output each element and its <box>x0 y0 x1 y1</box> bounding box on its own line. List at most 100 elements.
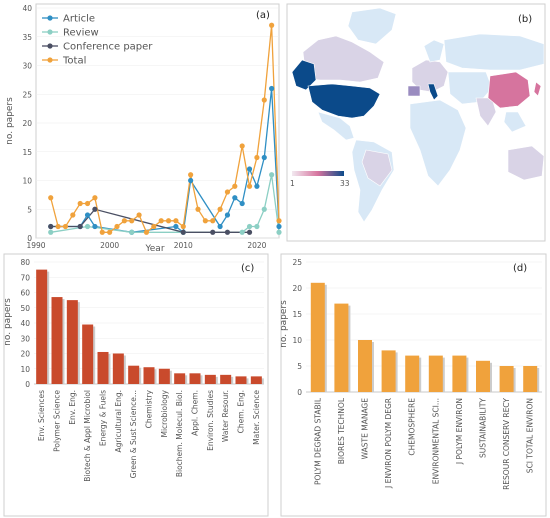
panel-c-x-tick-label: Energy & Fuels <box>99 390 108 446</box>
data-point-total <box>107 229 113 235</box>
panel-a-x-tick-label: 2020 <box>247 241 266 250</box>
country-australia <box>507 145 545 181</box>
bar <box>405 355 420 392</box>
data-point-review <box>129 229 135 235</box>
panel-a-y-tick-label: 20 <box>22 119 32 128</box>
data-point-article <box>217 223 223 230</box>
bar <box>476 360 490 392</box>
data-point-total <box>62 223 69 230</box>
color-scale-min: 1 <box>290 179 295 188</box>
panel-c-bar-chart: (c) 0 10 20 30 40 50 60 70 80 Env. Sciences Polym… <box>3 253 269 517</box>
data-point-article <box>261 154 267 161</box>
panel-a-y-tick-label: 0 <box>27 234 32 243</box>
bar <box>158 368 170 384</box>
panel-c-x-tick-label: Environ. Studies <box>206 390 215 451</box>
data-point-review <box>48 229 54 235</box>
data-point-article <box>254 183 260 189</box>
panel-d-y-tick-label: 20 <box>292 284 302 293</box>
data-point-total <box>188 172 194 178</box>
bar <box>66 300 78 384</box>
panel-d-x-tick-label: CHEMOSPHERE <box>408 398 417 456</box>
panel-a-y-tick-label: 40 <box>22 4 32 13</box>
data-point-total <box>276 218 282 224</box>
panel-d-x-tick-label: J POLYM ENVIRON <box>455 398 464 465</box>
panel-d-x-tick-label: POLYM DEGRAD STABIL <box>313 397 322 485</box>
panel-c-y-tick-label: 60 <box>20 289 30 298</box>
bar <box>220 374 232 384</box>
bar <box>334 303 349 392</box>
panel-c-frame <box>3 253 269 517</box>
bar <box>452 355 467 392</box>
data-point-total <box>70 212 76 218</box>
data-point-article <box>188 177 194 184</box>
data-point-total <box>143 229 150 235</box>
data-point-total <box>239 143 245 149</box>
panel-c-y-tick-label: 10 <box>20 365 30 374</box>
panel-d-bar-chart: (d) 0 5 10 15 20 25 POLYM DEGRAD STABIL BIORES… <box>279 253 547 517</box>
panel-a-y-tick-label: 5 <box>27 205 32 214</box>
panel-a-y-tick-label: 25 <box>22 90 32 99</box>
data-point-total <box>217 206 223 212</box>
data-point-total <box>165 218 172 224</box>
data-point-article <box>239 200 245 207</box>
panel-b-world-map: (b) <box>286 3 546 242</box>
data-point-total <box>202 218 208 224</box>
data-point-total <box>246 183 253 189</box>
panel-c-y-tick-label: 20 <box>20 350 30 359</box>
data-point-total <box>48 195 54 201</box>
panel-c-y-tick-label: 50 <box>20 304 30 313</box>
panel-a-x-tick-label: 1990 <box>26 241 45 250</box>
data-point-total <box>99 229 105 235</box>
data-point-review <box>246 223 253 230</box>
country-italy <box>427 83 439 101</box>
data-point-article <box>269 85 275 92</box>
panel-c-x-tick-label: Microbiology <box>160 389 169 437</box>
country-canada <box>302 35 385 83</box>
data-point-total <box>232 183 238 189</box>
panel-c-x-tick-label: Biotech & Appl Microbiol <box>83 390 92 482</box>
panel-c-y-tick-label: 70 <box>20 273 30 282</box>
panel-a-y-axis-title: no. papers <box>5 97 15 145</box>
panel-c-x-tick-label: Polymer Science <box>53 390 62 452</box>
legend-swatch-marker <box>47 15 53 21</box>
data-point-total <box>55 223 61 230</box>
data-point-total <box>180 223 186 230</box>
country-spain <box>407 85 421 97</box>
panel-d-x-tick-label: SUSTAINABILITY <box>479 398 488 458</box>
country-usa <box>307 83 381 119</box>
bar <box>499 366 514 392</box>
panel-d-x-tick-label: ENVIRONMENTAL SCI... <box>431 398 440 484</box>
panel-d-x-tick-label: WASTE MANAGE <box>361 398 370 460</box>
legend-item-label: Conference paper <box>63 42 153 53</box>
panel-a-label: (a) <box>256 10 270 21</box>
panel-d-y-axis-title: no. papers <box>279 300 289 348</box>
panel-c-x-tick-label: Env. Eng. <box>68 390 77 425</box>
data-point-review <box>84 223 91 230</box>
region-southeast-asia <box>503 111 527 133</box>
data-point-total <box>129 218 135 224</box>
panel-c-x-tick-label: Appl. Chem. <box>191 390 200 436</box>
panel-a-y-tick-label: 10 <box>22 177 32 186</box>
data-point-article <box>232 195 238 201</box>
bar <box>235 376 247 384</box>
panel-b-label: (b) <box>518 14 532 25</box>
panel-c-y-tick-label: 30 <box>20 334 30 343</box>
data-point-review <box>269 172 275 178</box>
legend-swatch-marker <box>47 29 53 35</box>
data-point-article <box>92 223 98 230</box>
data-point-review <box>276 229 282 235</box>
panel-c-x-tick-label: Chem. Eng. <box>237 390 246 433</box>
data-point-article <box>246 166 253 172</box>
legend-item-label: Article <box>63 14 95 25</box>
panel-a-y-tick-label: 30 <box>22 62 32 71</box>
color-scale-max: 33 <box>340 179 350 188</box>
data-point-total <box>224 189 231 195</box>
bar <box>310 282 325 392</box>
panel-c-x-tick-label: Mater. Science <box>252 390 261 445</box>
data-point-article <box>173 223 179 230</box>
country-greenland <box>347 7 397 45</box>
data-point-total <box>210 218 216 224</box>
panel-c-x-tick-label: Biochem. Molecul. Biol. <box>175 390 184 477</box>
panel-d-y-tick-label: 0 <box>297 388 302 397</box>
panel-c-x-tick-label: Env. Sciences <box>37 390 46 441</box>
